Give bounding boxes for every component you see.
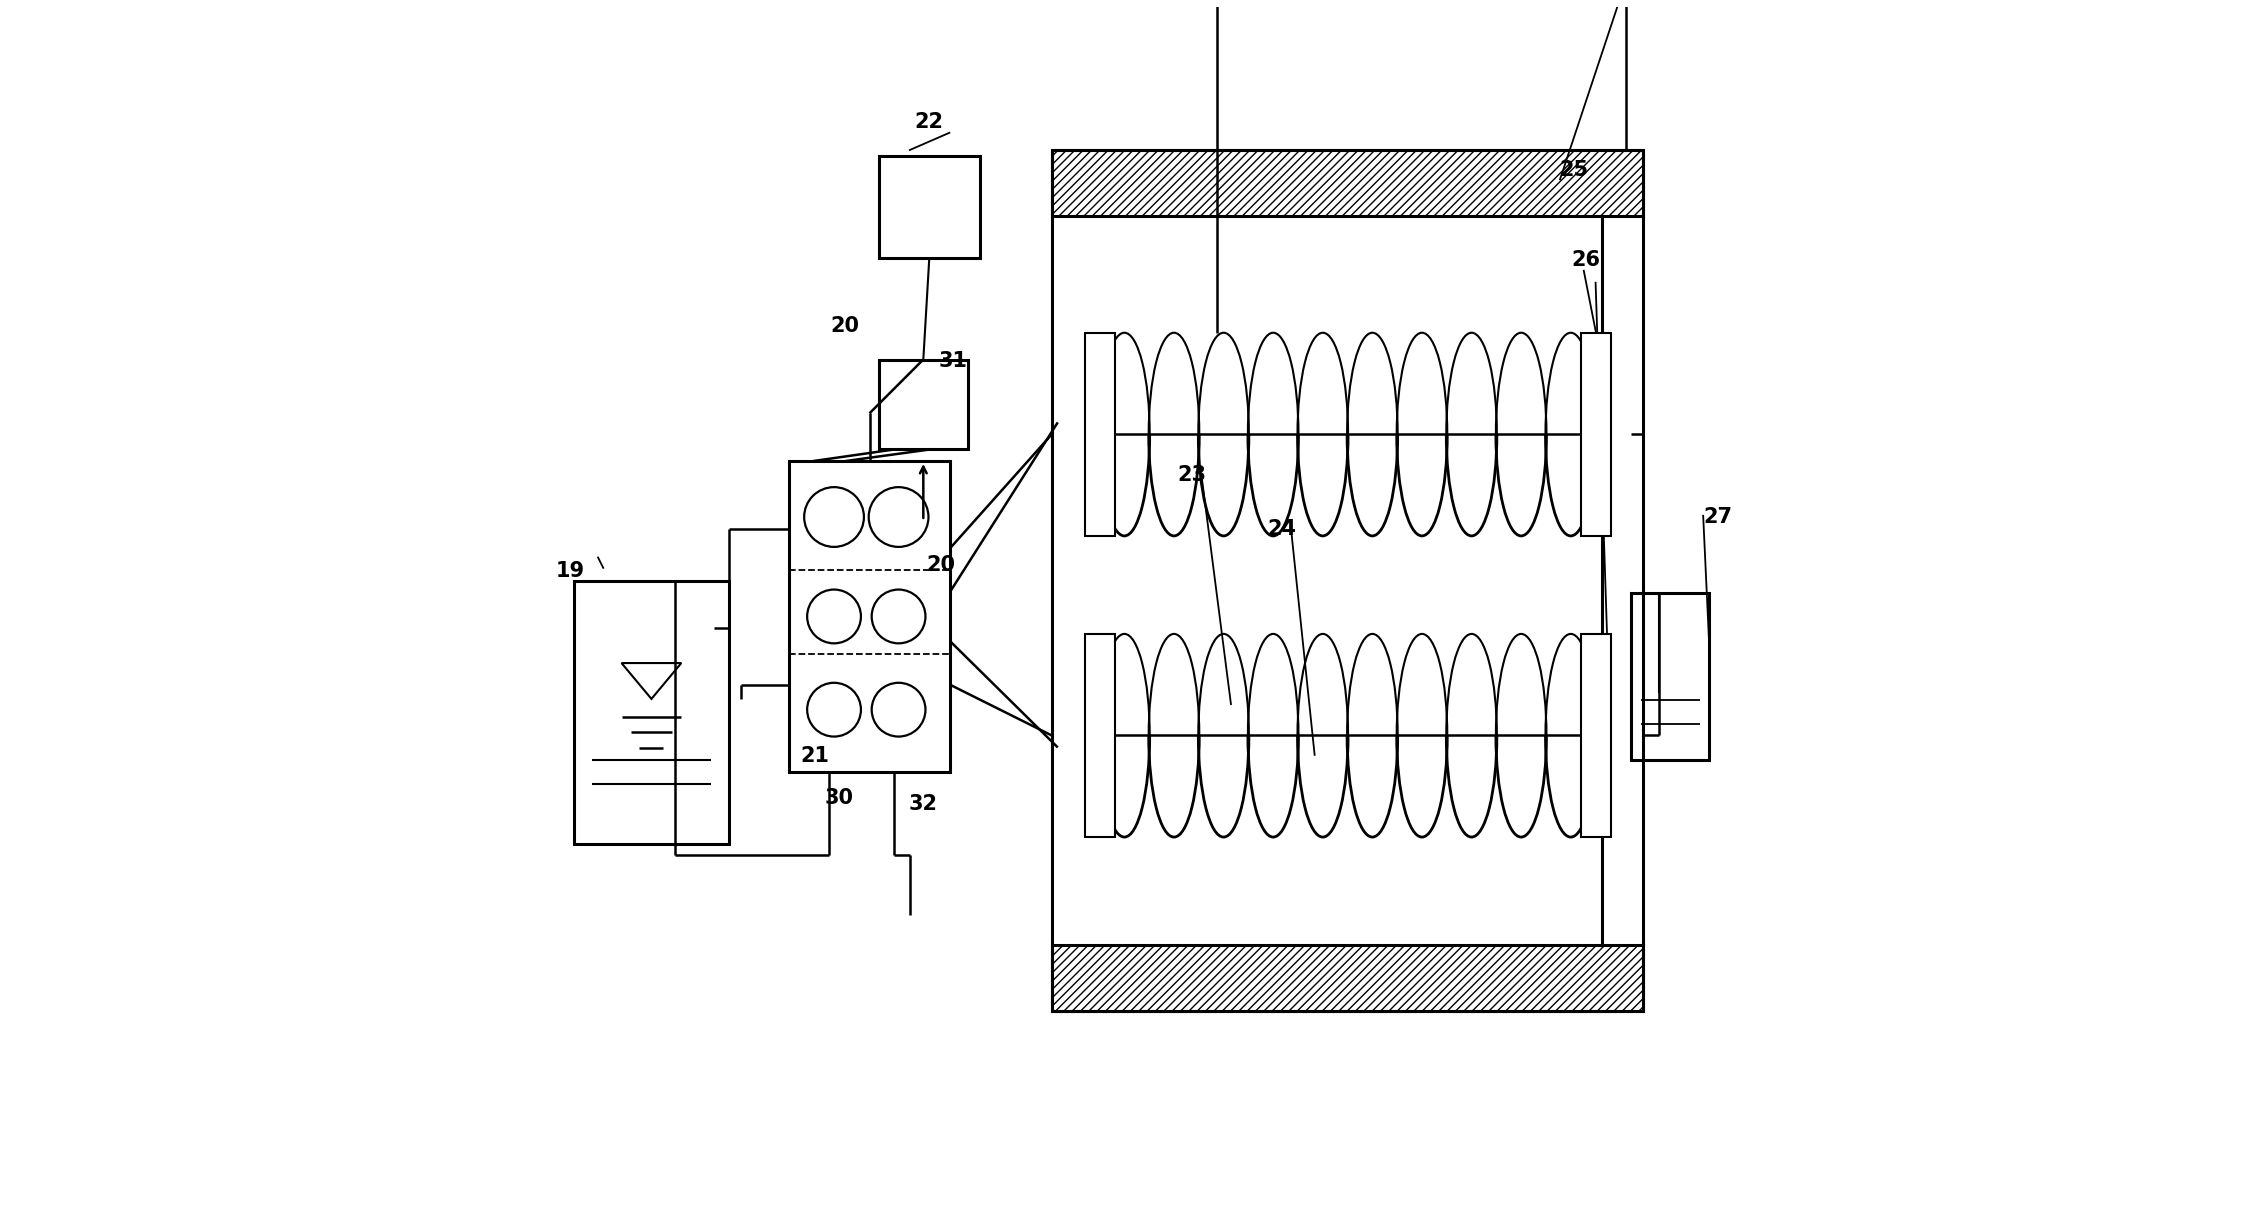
Text: 26: 26 <box>1571 250 1600 270</box>
Text: 27: 27 <box>1703 507 1732 527</box>
Text: 20: 20 <box>926 555 955 574</box>
Text: 20: 20 <box>831 316 861 336</box>
Text: 23: 23 <box>1177 465 1207 485</box>
Text: 19: 19 <box>555 561 584 580</box>
Text: 32: 32 <box>908 793 937 814</box>
Text: 31: 31 <box>939 352 966 371</box>
Text: 30: 30 <box>825 788 854 808</box>
Text: 21: 21 <box>800 746 829 765</box>
Bar <box>1052 150 1643 1011</box>
Text: 25: 25 <box>1559 161 1589 180</box>
Bar <box>1052 945 1643 1011</box>
Bar <box>1580 634 1611 837</box>
Bar <box>879 359 968 449</box>
Text: 22: 22 <box>915 112 944 133</box>
Text: 24: 24 <box>1267 519 1297 539</box>
Bar <box>1085 332 1115 536</box>
Bar <box>879 156 980 258</box>
Bar <box>573 580 728 844</box>
Bar <box>789 461 950 771</box>
Bar <box>1631 592 1710 760</box>
Bar <box>1052 150 1643 216</box>
Bar <box>1580 332 1611 536</box>
Bar <box>1085 634 1115 837</box>
